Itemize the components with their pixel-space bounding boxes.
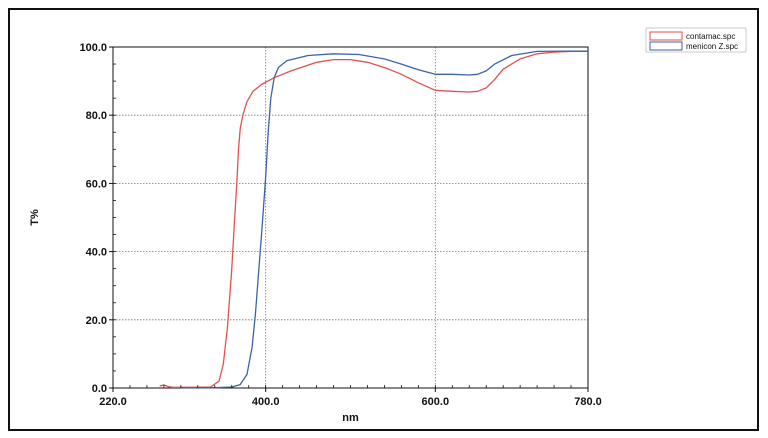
x-tick-label: 400.0 [252,396,280,408]
x-tick-label: 220.0 [99,396,127,408]
y-tick-label: 40.0 [86,247,107,259]
y-axis-label: T% [29,209,41,226]
series-layer [159,50,588,389]
y-tick-label: 100.0 [79,42,107,54]
x-tick-label: 780.0 [574,396,602,408]
y-tick-label: 60.0 [86,178,107,190]
transmittance-chart: 0.0 20.0 40.0 60.0 80.0 100.0 220.0 400.0 600.0 7… [29,27,747,424]
y-tick-label: 20.0 [86,315,107,327]
legend-swatch [649,31,683,41]
x-tick-label: 600.0 [422,396,450,408]
legend-swatch [649,41,683,51]
y-tick-label: 80.0 [86,110,107,122]
y-tick-label: 0.0 [92,383,107,395]
x-axis-label: nm [342,412,359,424]
plot-area [112,46,589,389]
chart-frame: 0.0 20.0 40.0 60.0 80.0 100.0 220.0 400.0 600.0 7… [8,8,759,431]
tick-layer: 0.0 20.0 40.0 60.0 80.0 100.0 220.0 400.0 600.0 7… [79,42,601,408]
series-line-2 [180,50,588,389]
series-line-1 [159,50,588,388]
legend-label: contamac.spc [686,32,735,41]
grid-layer [113,47,588,388]
legend-label: menicon Z.spc [686,42,738,51]
